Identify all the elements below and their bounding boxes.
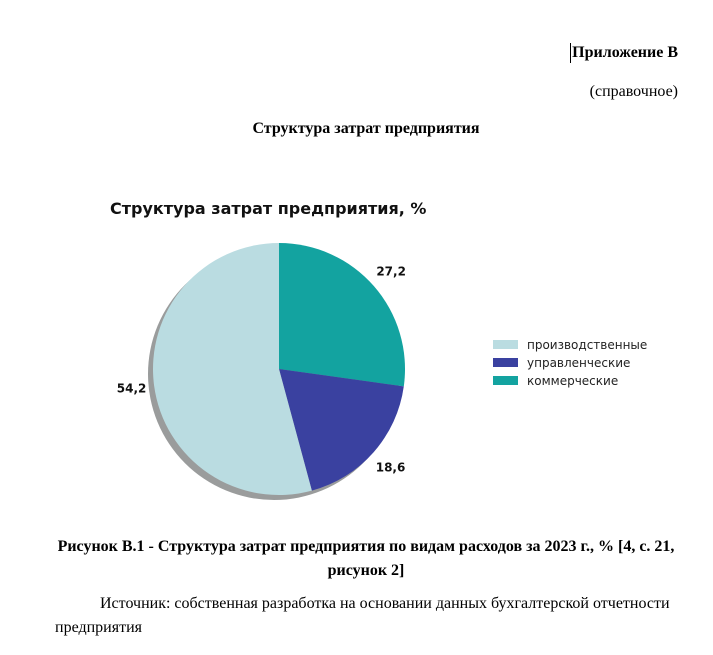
pie-slice-1 [279,243,405,387]
pie-slice-3 [153,243,312,495]
figure-caption: Рисунок В.1 - Структура затрат предприят… [57,538,675,579]
chart-legend: производственные управленческие коммерческ… [493,338,647,388]
pie-slices [153,243,405,495]
section-title: Структура затрат предприятия [252,120,480,137]
pie-data-label-2: 18,6 [376,460,406,474]
pie-data-label-3: 54,2 [117,382,147,396]
legend-swatch-1 [493,340,518,349]
legend-swatch-3 [493,376,518,385]
legend-label-2: управленческие [527,356,630,370]
legend-label-1: производственные [527,338,647,352]
source-note: Источник: собственная разработка на осно… [55,595,670,636]
legend-label-3: коммерческие [527,374,618,388]
appendix-note: (справочное) [589,83,678,100]
pie-labels: 27,2 18,6 54,2 [117,264,406,474]
pie-chart-svg: Структура затрат предприятия, % 27,2 18,6… [110,199,647,500]
pie-slice-2 [279,369,404,491]
chart-title: Структура затрат предприятия, % [110,199,426,218]
legend-swatch-2 [493,358,518,367]
appendix-title: Приложение В [570,43,678,63]
pie-chart: Структура затрат предприятия, % 27,2 18,6… [90,190,670,510]
pie-data-label-1: 27,2 [376,264,406,278]
